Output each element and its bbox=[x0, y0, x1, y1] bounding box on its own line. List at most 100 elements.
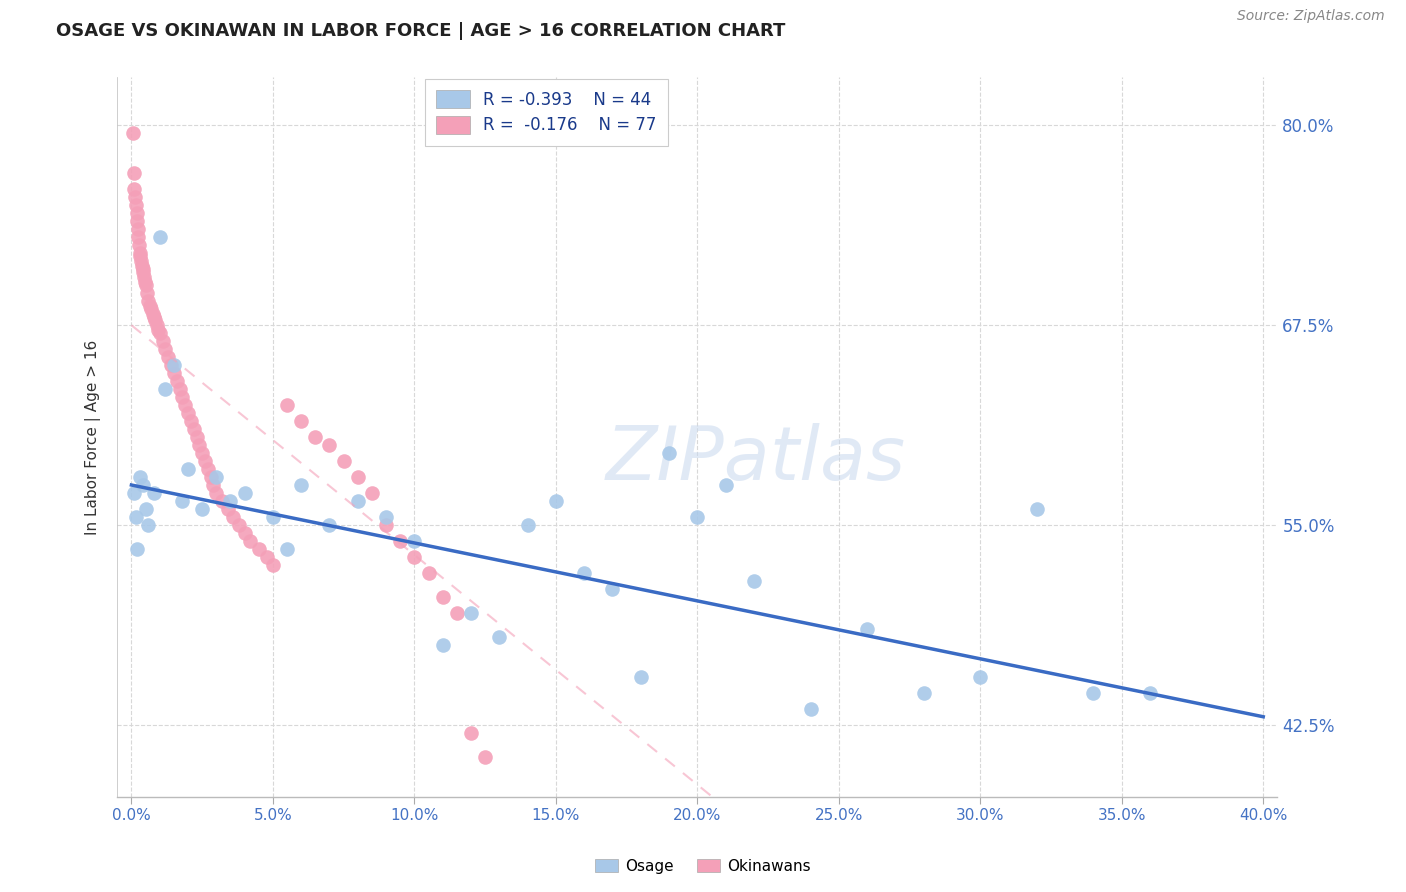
Point bbox=[163, 358, 186, 372]
Point bbox=[169, 382, 191, 396]
Point bbox=[197, 462, 219, 476]
Point bbox=[602, 582, 624, 596]
Point bbox=[686, 510, 709, 524]
Point bbox=[155, 342, 177, 356]
Point bbox=[177, 406, 200, 420]
Point bbox=[205, 470, 228, 484]
Point bbox=[432, 590, 454, 604]
Point bbox=[172, 390, 194, 404]
Point bbox=[152, 334, 174, 348]
Point bbox=[572, 566, 595, 580]
Point bbox=[132, 262, 155, 277]
Point bbox=[1351, 830, 1374, 844]
Point bbox=[460, 606, 482, 620]
Point bbox=[149, 326, 172, 341]
Point bbox=[131, 259, 153, 273]
Point bbox=[389, 533, 412, 548]
Point bbox=[166, 374, 188, 388]
Point bbox=[122, 182, 145, 196]
Y-axis label: In Labor Force | Age > 16: In Labor Force | Age > 16 bbox=[86, 340, 101, 534]
Point bbox=[172, 494, 194, 508]
Point bbox=[375, 518, 398, 533]
Point bbox=[856, 622, 879, 636]
Point bbox=[142, 307, 165, 321]
Point bbox=[228, 518, 250, 533]
Point bbox=[1195, 838, 1218, 852]
Point bbox=[129, 470, 152, 484]
Point bbox=[132, 265, 155, 279]
Point bbox=[191, 502, 214, 516]
Point bbox=[139, 299, 162, 313]
Point bbox=[188, 438, 211, 452]
Point bbox=[233, 486, 256, 500]
Point bbox=[125, 541, 148, 556]
Point bbox=[125, 206, 148, 220]
Point bbox=[121, 127, 143, 141]
Point bbox=[488, 630, 510, 644]
Point bbox=[361, 486, 384, 500]
Point bbox=[186, 430, 208, 444]
Point bbox=[124, 198, 146, 212]
Point bbox=[404, 549, 426, 564]
Point bbox=[304, 430, 326, 444]
Point bbox=[141, 302, 163, 317]
Point bbox=[157, 350, 180, 364]
Point bbox=[658, 446, 681, 460]
Text: Source: ZipAtlas.com: Source: ZipAtlas.com bbox=[1237, 9, 1385, 23]
Point bbox=[146, 318, 169, 333]
Point bbox=[714, 478, 737, 492]
Point bbox=[194, 454, 217, 468]
Point bbox=[125, 214, 148, 228]
Legend: R = -0.393    N = 44, R =  -0.176    N = 77: R = -0.393 N = 44, R = -0.176 N = 77 bbox=[425, 78, 668, 146]
Point bbox=[1083, 686, 1105, 700]
Point bbox=[247, 541, 270, 556]
Point bbox=[544, 494, 567, 508]
Point bbox=[1139, 686, 1161, 700]
Point bbox=[969, 670, 991, 684]
Point bbox=[290, 478, 312, 492]
Point bbox=[132, 478, 155, 492]
Point bbox=[404, 533, 426, 548]
Point bbox=[129, 249, 152, 263]
Point bbox=[912, 686, 935, 700]
Point bbox=[474, 749, 496, 764]
Point bbox=[205, 486, 228, 500]
Point bbox=[418, 566, 440, 580]
Point bbox=[742, 574, 765, 588]
Point bbox=[1309, 805, 1331, 820]
Point bbox=[318, 438, 340, 452]
Point bbox=[346, 470, 368, 484]
Point bbox=[155, 382, 177, 396]
Text: OSAGE VS OKINAWAN IN LABOR FORCE | AGE > 16 CORRELATION CHART: OSAGE VS OKINAWAN IN LABOR FORCE | AGE >… bbox=[56, 22, 786, 40]
Point bbox=[138, 518, 160, 533]
Point bbox=[149, 230, 172, 244]
Point bbox=[219, 494, 242, 508]
Point bbox=[134, 275, 156, 289]
Point bbox=[432, 638, 454, 652]
Point bbox=[177, 462, 200, 476]
Point bbox=[163, 366, 186, 380]
Point bbox=[135, 278, 157, 293]
Text: ZIPatlas: ZIPatlas bbox=[605, 423, 905, 495]
Point bbox=[129, 246, 152, 260]
Point bbox=[131, 254, 153, 268]
Legend: Osage, Okinawans: Osage, Okinawans bbox=[589, 853, 817, 880]
Point bbox=[124, 510, 146, 524]
Point bbox=[222, 510, 245, 524]
Point bbox=[135, 502, 157, 516]
Point bbox=[143, 310, 166, 325]
Point bbox=[202, 478, 225, 492]
Point bbox=[1025, 502, 1047, 516]
Point bbox=[460, 725, 482, 739]
Point bbox=[145, 313, 167, 327]
Point bbox=[183, 422, 205, 436]
Point bbox=[346, 494, 368, 508]
Point bbox=[148, 323, 170, 337]
Point bbox=[332, 454, 354, 468]
Point bbox=[200, 470, 222, 484]
Point bbox=[122, 486, 145, 500]
Point bbox=[375, 510, 398, 524]
Point bbox=[630, 670, 652, 684]
Point bbox=[191, 446, 214, 460]
Point bbox=[276, 398, 298, 412]
